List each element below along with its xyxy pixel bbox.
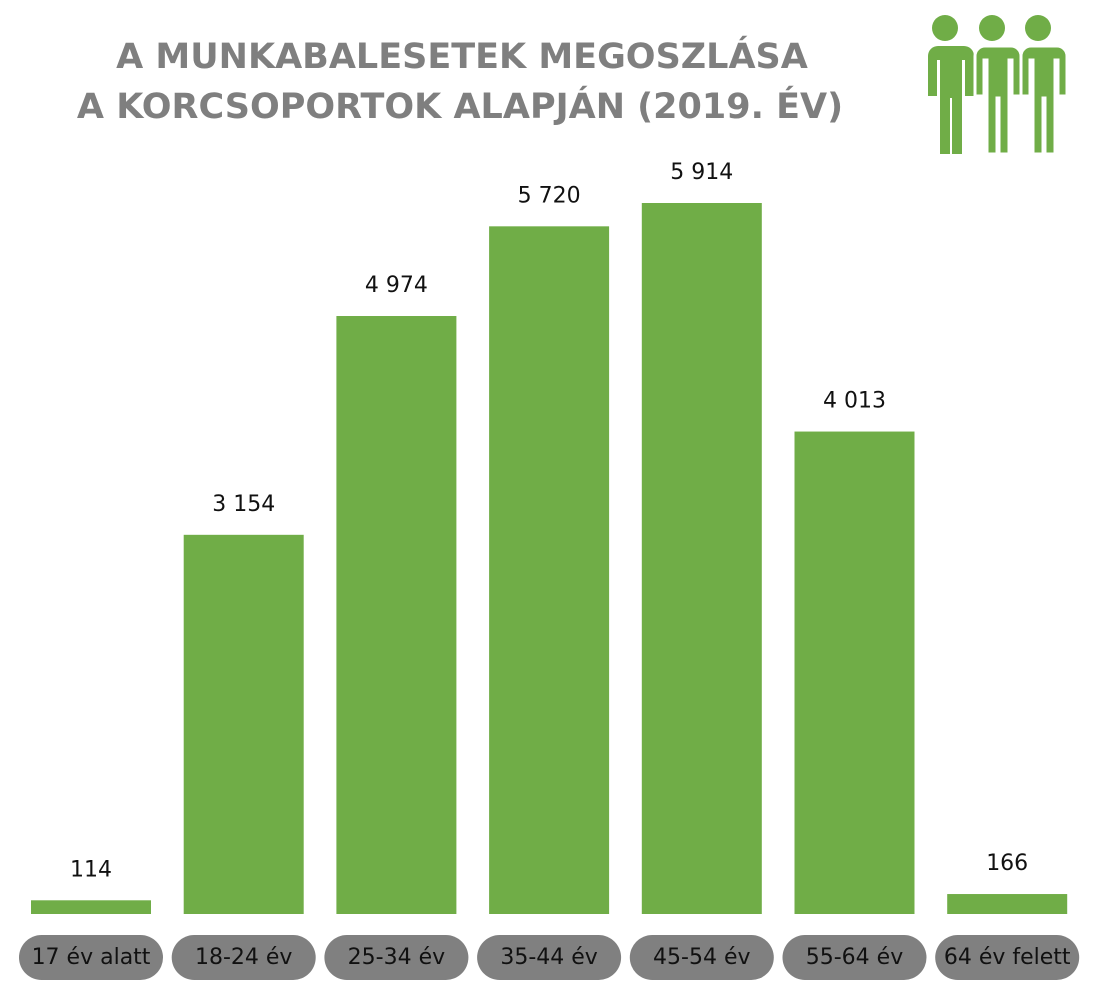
value-label: 166 — [986, 851, 1028, 876]
bar — [489, 226, 610, 914]
bar — [794, 431, 915, 914]
x-tick-label: 35-44 év — [500, 945, 597, 970]
category-pill — [935, 935, 1080, 980]
value-label: 5 914 — [670, 160, 733, 185]
category-pill — [19, 935, 163, 980]
x-tick-label: 17 év alatt — [32, 945, 151, 970]
x-tick-label: 45-54 év — [653, 945, 750, 970]
value-label: 4 974 — [365, 273, 428, 298]
category-pill — [171, 935, 316, 980]
x-tick-label: 25-34 év — [348, 945, 445, 970]
value-label: 114 — [70, 857, 112, 882]
bar — [183, 534, 304, 914]
value-label: 3 154 — [212, 492, 275, 517]
x-tick-label: 55-64 év — [806, 945, 903, 970]
bar — [947, 894, 1068, 914]
category-pill — [782, 935, 927, 980]
category-pill — [477, 935, 622, 980]
value-label: 5 720 — [518, 183, 581, 208]
value-label: 4 013 — [823, 389, 886, 414]
chart-title: A MUNKABALESETEK MEGOSZLÁSA — [116, 35, 808, 77]
category-pill — [629, 935, 774, 980]
chart-title: A KORCSOPORTOK ALAPJÁN (2019. ÉV) — [77, 85, 843, 127]
bar — [641, 203, 762, 914]
bar — [31, 900, 151, 914]
bar — [336, 316, 457, 915]
x-tick-label: 18-24 év — [195, 945, 292, 970]
x-tick-label: 64 év felett — [944, 945, 1071, 970]
category-pill — [324, 935, 469, 980]
people-icon — [926, 15, 1069, 156]
